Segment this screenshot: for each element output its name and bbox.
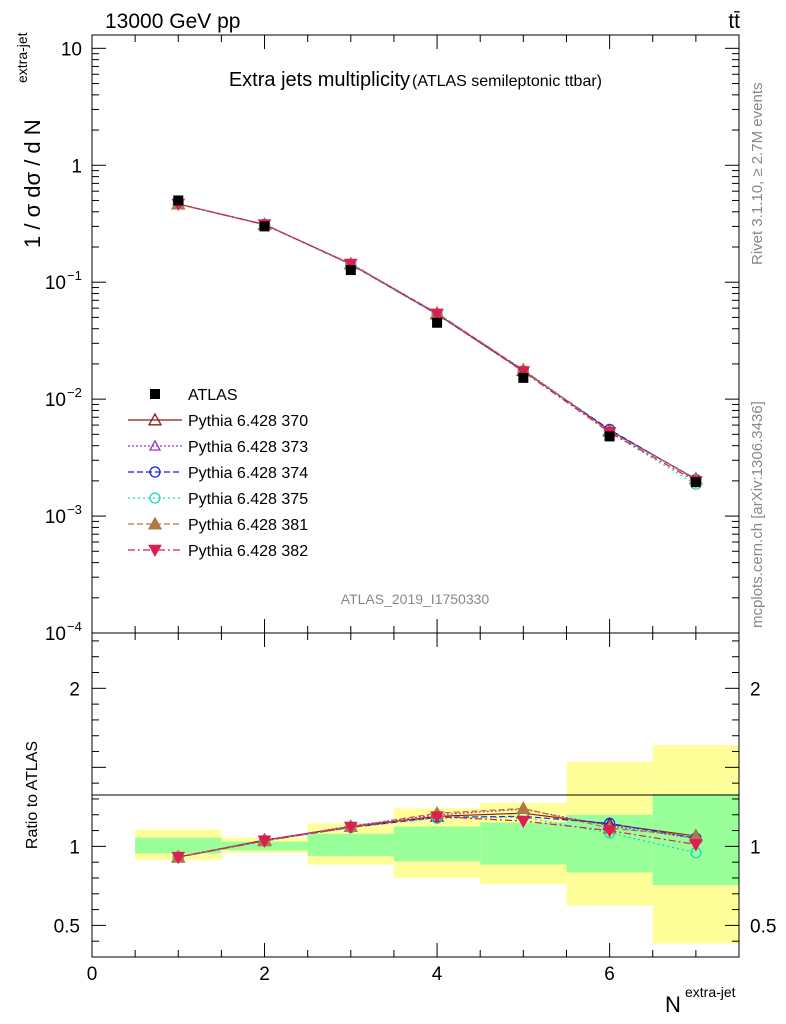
legend: ATLAS Pythia 6.428 370 Pythia 6.428 373 Pyt… [128, 387, 308, 560]
ratio-y-tick-label: 2 [69, 679, 80, 700]
ratio-y-tick-label: 0.5 [54, 916, 80, 937]
y-tick-label: 10 [45, 624, 66, 645]
y-tick-label: 10 [45, 390, 66, 411]
legend-label: Pythia 6.428 375 [188, 491, 308, 508]
main-y-axis-label: 1 / σ dσ / d N extra-jet [14, 32, 45, 248]
x-tick-label: 6 [604, 964, 615, 985]
analysis-watermark: ATLAS_2019_I1750330 [341, 591, 490, 607]
x-tick-label: 4 [432, 964, 443, 985]
uncertainty-bands [135, 745, 739, 944]
green-band [393, 826, 481, 862]
main-x-ticks [91, 35, 740, 633]
data-point [345, 265, 356, 276]
y-tick-label-exponent: −3 [67, 502, 82, 517]
ratio-point [430, 811, 444, 824]
ratio-y-ticks: 2 1 0.5 2 1 0.5 [54, 640, 776, 942]
legend-marker [149, 492, 161, 504]
ratio-point [343, 821, 358, 835]
y-tick-label: 10 [45, 507, 66, 528]
legend-label: Pythia 6.428 374 [188, 465, 308, 482]
y-tick-label-exponent: −4 [67, 619, 82, 634]
legend-marker [148, 544, 162, 558]
ratio-y-axis-label: Ratio to ATLAS [24, 741, 41, 849]
energy-label: 13000 GeV pp [105, 10, 240, 33]
series-line [178, 203, 697, 480]
ratio-y-tick-label-right: 0.5 [750, 916, 776, 937]
ratio-x-ticks: 0 2 4 6 [87, 633, 740, 985]
legend-label: Pythia 6.428 373 [188, 439, 308, 456]
ratio-point [689, 839, 703, 852]
x-axis-label-sup: extra-jet [685, 984, 736, 1000]
green-band [480, 822, 567, 865]
legend-label: Pythia 6.428 382 [188, 543, 308, 560]
ratio-point [171, 851, 186, 865]
y-tick-label: 1 [71, 156, 82, 177]
data-point [690, 477, 701, 488]
y-axis-label-sup: extra-jet [14, 32, 30, 83]
legend-label: Pythia 6.428 370 [188, 413, 308, 430]
chart-subtitle: (ATLAS semileptonic ttbar) [412, 73, 602, 90]
chart-title: Extra jets multiplicity [229, 69, 410, 91]
ratio-panel: 2 1 0.5 2 1 0.5 0 2 4 6 Ratio to ATLAS N extra-j… [24, 632, 776, 1017]
series-point [343, 258, 358, 272]
green-band [135, 837, 222, 854]
legend-data-marker [150, 389, 160, 399]
ratio-y-tick-label: 1 [69, 837, 80, 858]
process-label: tt̄ [728, 10, 740, 33]
ratio-frame [91, 632, 740, 958]
y-tick-label-exponent: −1 [67, 268, 82, 283]
y-tick-label-exponent: −2 [67, 385, 82, 400]
ratio-y-tick-label-right: 2 [750, 679, 761, 700]
ratio-point [257, 835, 272, 848]
mcplots-label: mcplots.cern.ch [arXiv:1306.3436] [749, 401, 766, 628]
x-tick-label: 0 [87, 964, 98, 985]
green-band [307, 833, 394, 856]
y-tick-label: 10 [61, 39, 82, 60]
legend-data-label: ATLAS [188, 387, 238, 404]
x-tick-label: 2 [259, 964, 270, 985]
data-point [173, 195, 184, 206]
legend-marker [147, 516, 163, 530]
series-point [430, 308, 444, 321]
data-point [432, 317, 443, 328]
legend-marker [149, 466, 161, 478]
legend-marker [148, 439, 162, 451]
legend-label: Pythia 6.428 381 [188, 517, 308, 534]
ratio-point [516, 815, 531, 829]
series-line [178, 203, 697, 480]
data-point [604, 431, 615, 442]
legend-marker [147, 412, 163, 426]
series-point [516, 366, 531, 379]
rivet-label: Rivet 3.1.10, ≥ 2.7M events [749, 83, 766, 266]
ratio-y-tick-label-right: 1 [750, 837, 761, 858]
atlas-data [173, 195, 701, 488]
x-axis-label: N [665, 992, 681, 1017]
data-point [518, 372, 529, 383]
y-tick-label: 10 [45, 273, 66, 294]
data-point [259, 221, 270, 232]
y-axis-label: 1 / σ dσ / d N [20, 119, 45, 248]
ratio-series [171, 801, 703, 865]
ratio-point [602, 825, 617, 838]
ratio-point [516, 801, 531, 814]
